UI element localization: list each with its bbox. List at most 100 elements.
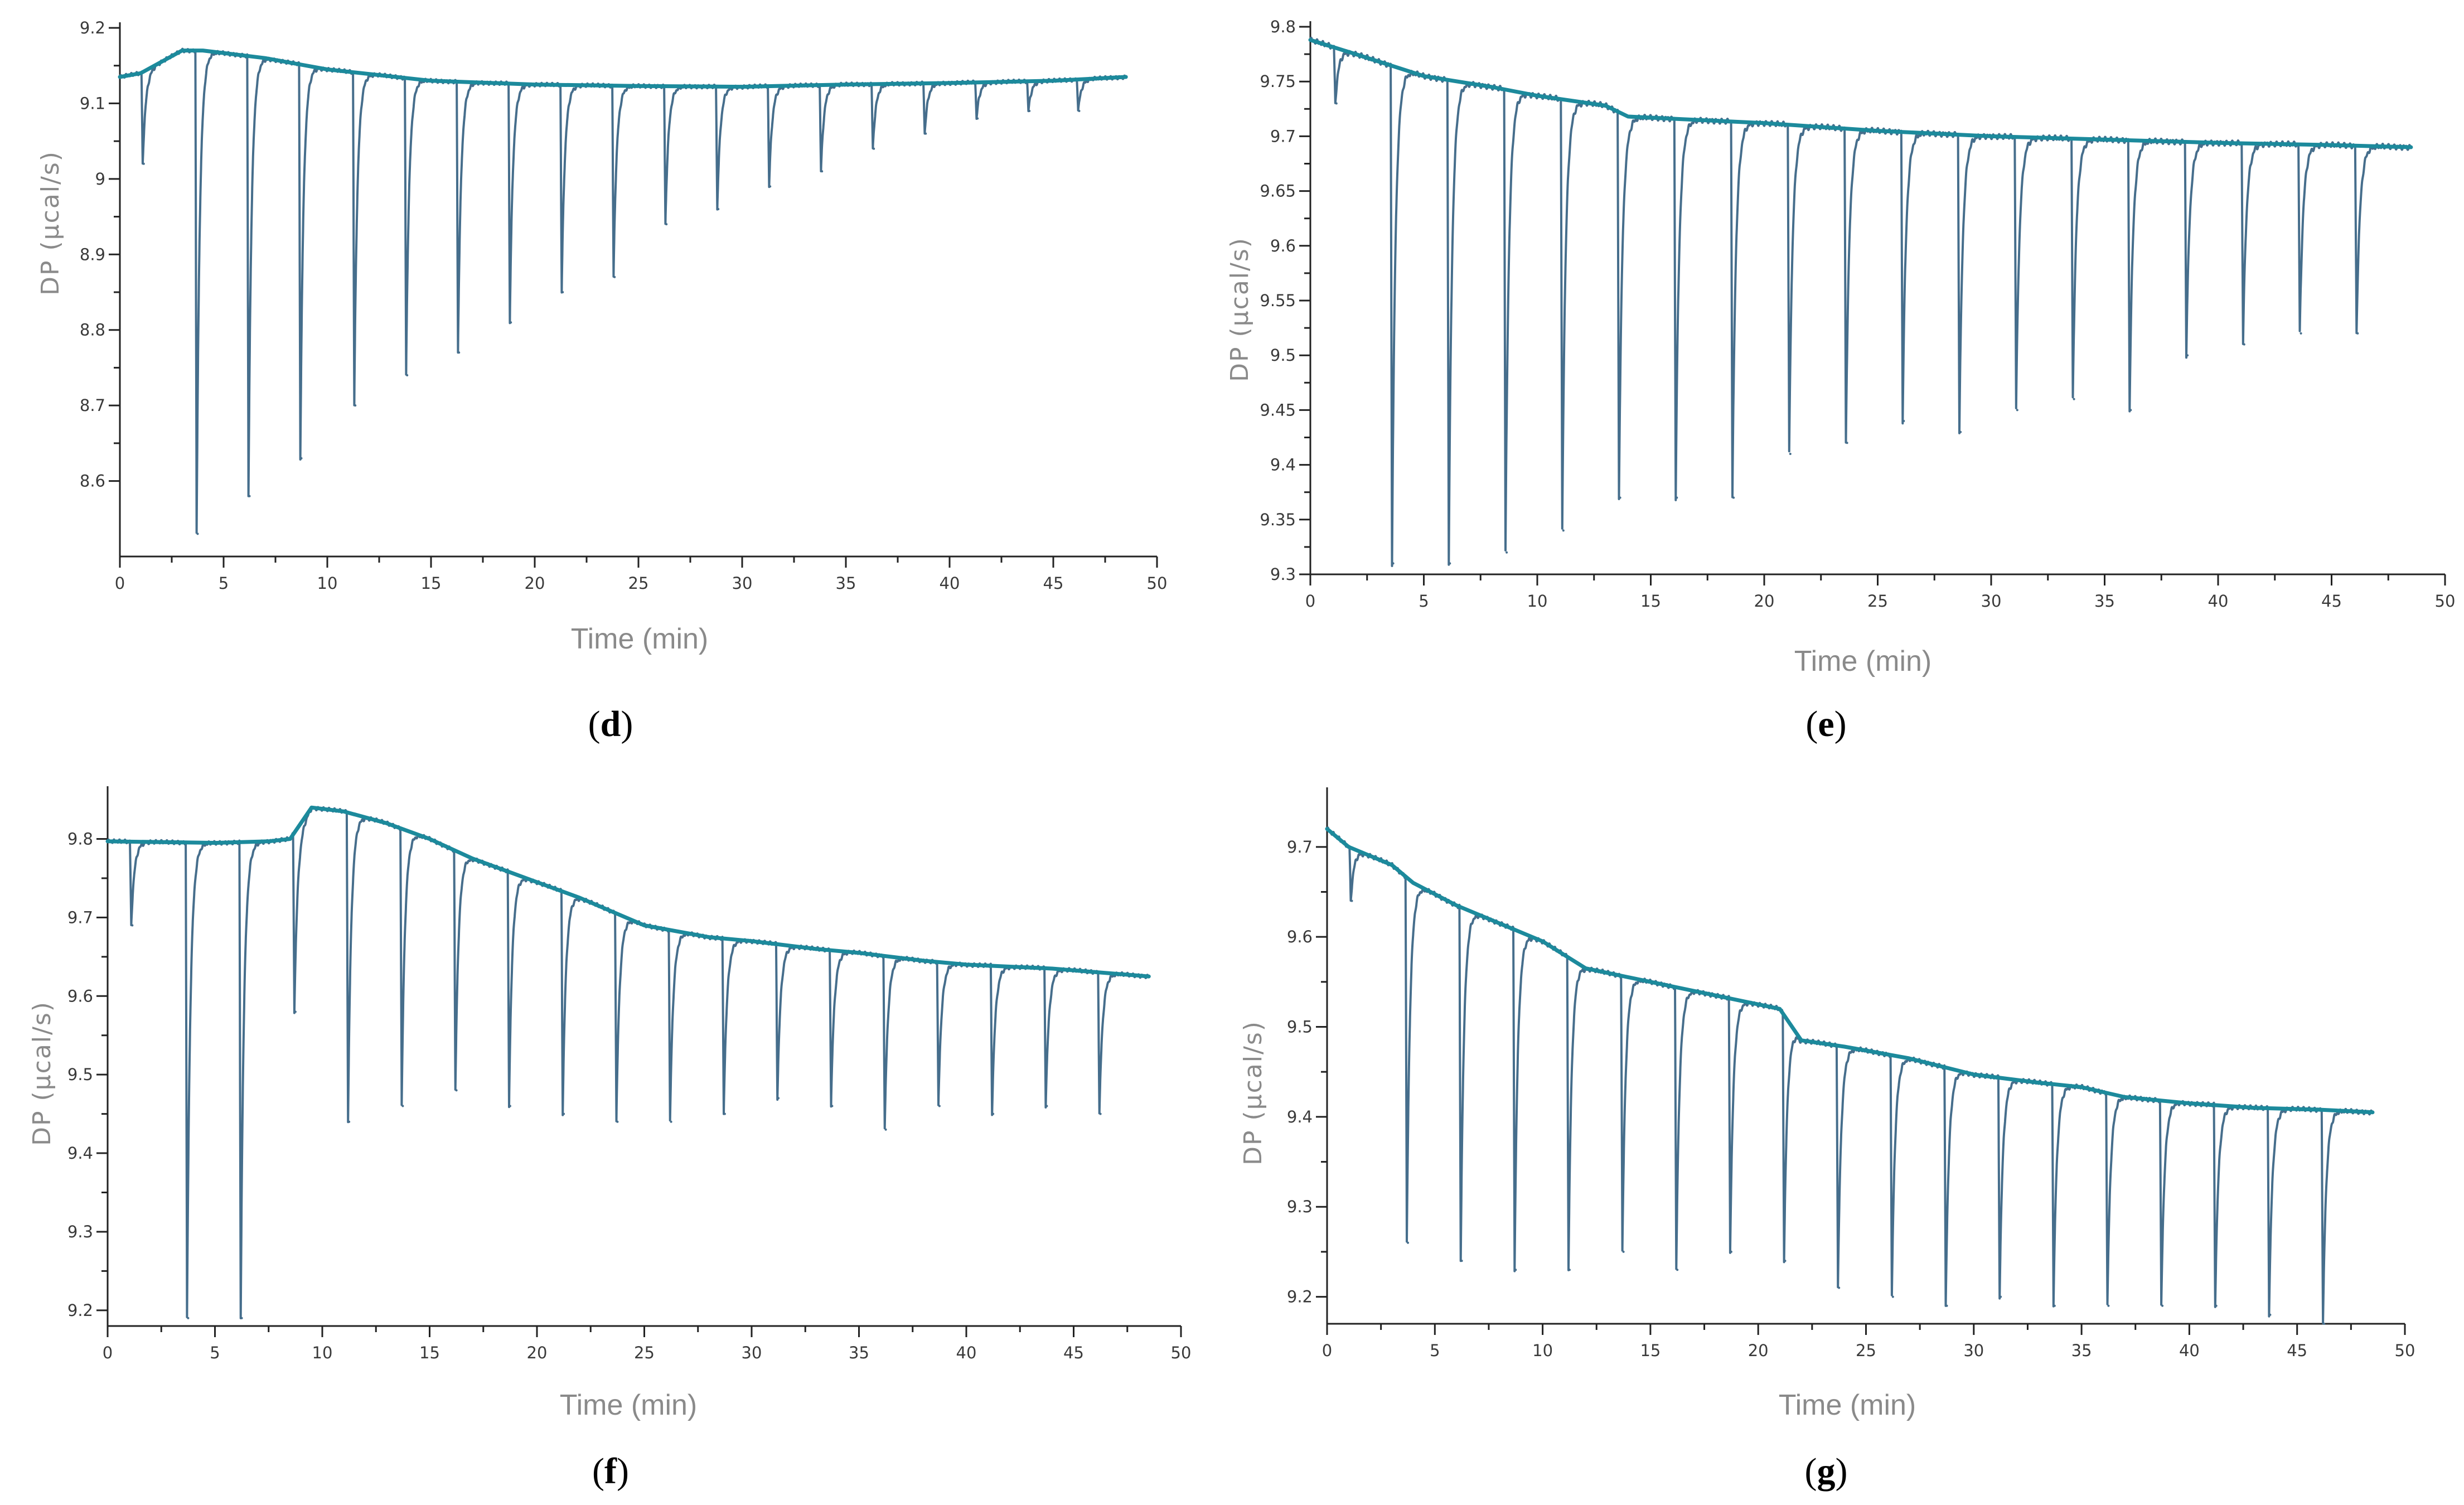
y-axis-label-g: DP (µcal/s)	[1239, 1020, 1267, 1165]
injection-peak-g	[1622, 1250, 1625, 1253]
x-tick-label-f: 30	[742, 1343, 762, 1362]
chart-panel-f: 0 5 10 15 20 25 30 35 40 45 50 9.2 9.3 9.4 9.5 9.6 9.7 9.…	[28, 786, 1191, 1492]
injection-peak-g	[1676, 1269, 1679, 1271]
injection-peak-e	[2073, 398, 2075, 400]
plot-area-f: 0 5 10 15 20 25 30 35 40 45 50 9.2 9.3 9.4 9.5 9.6 9.7 9.…	[67, 786, 1192, 1362]
panel-letter-f: f	[604, 1451, 617, 1492]
x-tick-label-e: 35	[2094, 592, 2115, 611]
y-tick-label-e: 9.35	[1260, 510, 1296, 529]
x-tick-label-e: 10	[1527, 592, 1548, 611]
x-tick-label-e: 20	[1754, 592, 1775, 611]
y-tick-label-d: 8.9	[80, 245, 105, 264]
injection-peak-d	[613, 275, 616, 278]
injection-peak-d	[976, 117, 979, 120]
baseline-curve-e	[1308, 38, 2413, 149]
raw-thermogram-trace-f	[107, 806, 1150, 1319]
baseline-curve-f	[105, 805, 1151, 979]
injection-peak-d	[196, 533, 199, 535]
injection-peak-g	[2215, 1304, 2218, 1307]
injection-peak-e	[2016, 409, 2018, 412]
injection-peak-g	[1514, 1269, 1517, 1271]
panel-label-f: (f)	[592, 1451, 629, 1492]
injection-peak-f	[777, 1097, 780, 1100]
injection-peak-g	[1407, 1241, 1409, 1244]
injection-peak-g	[1945, 1304, 1948, 1307]
x-tick-label-g: 40	[2179, 1341, 2200, 1360]
injection-peak-d	[354, 404, 357, 407]
injection-peak-g	[2323, 1323, 2325, 1325]
y-tick-label-e: 9.55	[1260, 291, 1296, 310]
y-tick-label-d: 8.7	[80, 396, 105, 415]
y-tick-label-e: 9.8	[1270, 17, 1296, 36]
x-tick-label-g: 50	[2395, 1341, 2415, 1360]
x-tick-label-d: 20	[525, 574, 545, 593]
panel-label-e: (e)	[1805, 704, 1846, 744]
injection-peak-f	[240, 1317, 243, 1319]
injection-peak-g	[2107, 1304, 2110, 1307]
injection-peak-d	[1078, 110, 1081, 112]
x-tick-label-e: 40	[2208, 592, 2229, 611]
chart-panel-e: 0 5 10 15 20 25 30 35 40 45 50 9.3 9.35 9.4 9.45 9.5 9.5…	[1226, 17, 2455, 744]
injection-peak-e	[1846, 442, 1848, 444]
injection-peak-f	[1099, 1112, 1102, 1115]
injection-peak-f	[294, 1010, 297, 1013]
y-tick-label-f: 9.3	[67, 1222, 93, 1241]
injection-peak-e	[2243, 343, 2245, 346]
panel-letter-e: e	[1818, 704, 1834, 744]
x-tick-label-f: 50	[1171, 1343, 1192, 1362]
injection-peak-g	[1730, 1250, 1732, 1253]
injection-peak-e	[1959, 430, 1962, 433]
injection-peak-g	[1891, 1295, 1894, 1298]
injection-peak-g	[1460, 1260, 1463, 1262]
injection-peak-f	[831, 1105, 834, 1107]
y-tick-label-e: 9.6	[1270, 236, 1296, 255]
y-tick-label-g: 9.3	[1287, 1197, 1313, 1216]
y-tick-label-d: 8.8	[80, 321, 105, 340]
y-tick-label-e: 9.4	[1270, 456, 1296, 475]
x-axis-label-d: Time (min)	[571, 623, 709, 655]
injection-peak-f	[455, 1089, 458, 1092]
x-tick-label-e: 5	[1419, 592, 1429, 611]
panel-label-d: (d)	[588, 704, 633, 744]
injection-peak-f	[884, 1128, 887, 1131]
x-tick-label-d: 50	[1147, 574, 1168, 593]
y-tick-label-f: 9.6	[67, 986, 93, 1005]
injection-peak-e	[1449, 562, 1451, 565]
injection-peak-f	[1045, 1105, 1048, 1107]
injection-peak-f	[401, 1105, 404, 1107]
y-tick-label-e: 9.65	[1260, 182, 1296, 201]
injection-peak-d	[873, 147, 875, 150]
injection-peak-g	[1838, 1286, 1841, 1289]
x-tick-label-g: 5	[1430, 1341, 1440, 1360]
y-tick-label-d: 9.2	[80, 18, 105, 37]
injection-peak-f	[938, 1105, 941, 1107]
injection-peak-f	[131, 924, 134, 927]
y-tick-label-e: 9.45	[1260, 400, 1296, 419]
panel-label-g: (g)	[1805, 1451, 1848, 1492]
plot-area-e: 0 5 10 15 20 25 30 35 40 45 50 9.3 9.35 9.4 9.45 9.5 9.5…	[1260, 17, 2455, 611]
y-tick-label-e: 9.75	[1260, 72, 1296, 91]
injection-peak-e	[2300, 332, 2302, 335]
injection-peak-g	[1568, 1269, 1571, 1271]
x-axis-label-e: Time (min)	[1794, 645, 1932, 678]
injection-peak-f	[992, 1112, 995, 1115]
injection-peak-e	[2186, 354, 2189, 357]
y-axis-label-f: DP (µcal/s)	[28, 1001, 56, 1146]
injection-peak-d	[924, 132, 927, 135]
y-tick-label-d: 9	[95, 170, 105, 188]
x-tick-label-d: 40	[940, 574, 960, 593]
injection-peak-e	[1562, 529, 1565, 532]
injection-peak-d	[458, 351, 461, 354]
x-tick-label-e: 30	[1981, 592, 2002, 611]
x-tick-label-g: 30	[1963, 1341, 1984, 1360]
x-tick-label-f: 15	[419, 1343, 440, 1362]
x-tick-label-d: 10	[317, 574, 338, 593]
injection-peak-e	[2129, 409, 2132, 412]
y-tick-label-f: 9.2	[67, 1301, 93, 1320]
y-tick-label-f: 9.4	[67, 1144, 93, 1163]
x-tick-label-f: 20	[527, 1343, 548, 1362]
x-tick-label-d: 15	[421, 574, 442, 593]
baseline-curve-g	[1325, 827, 2375, 1115]
injection-peak-f	[616, 1120, 619, 1123]
